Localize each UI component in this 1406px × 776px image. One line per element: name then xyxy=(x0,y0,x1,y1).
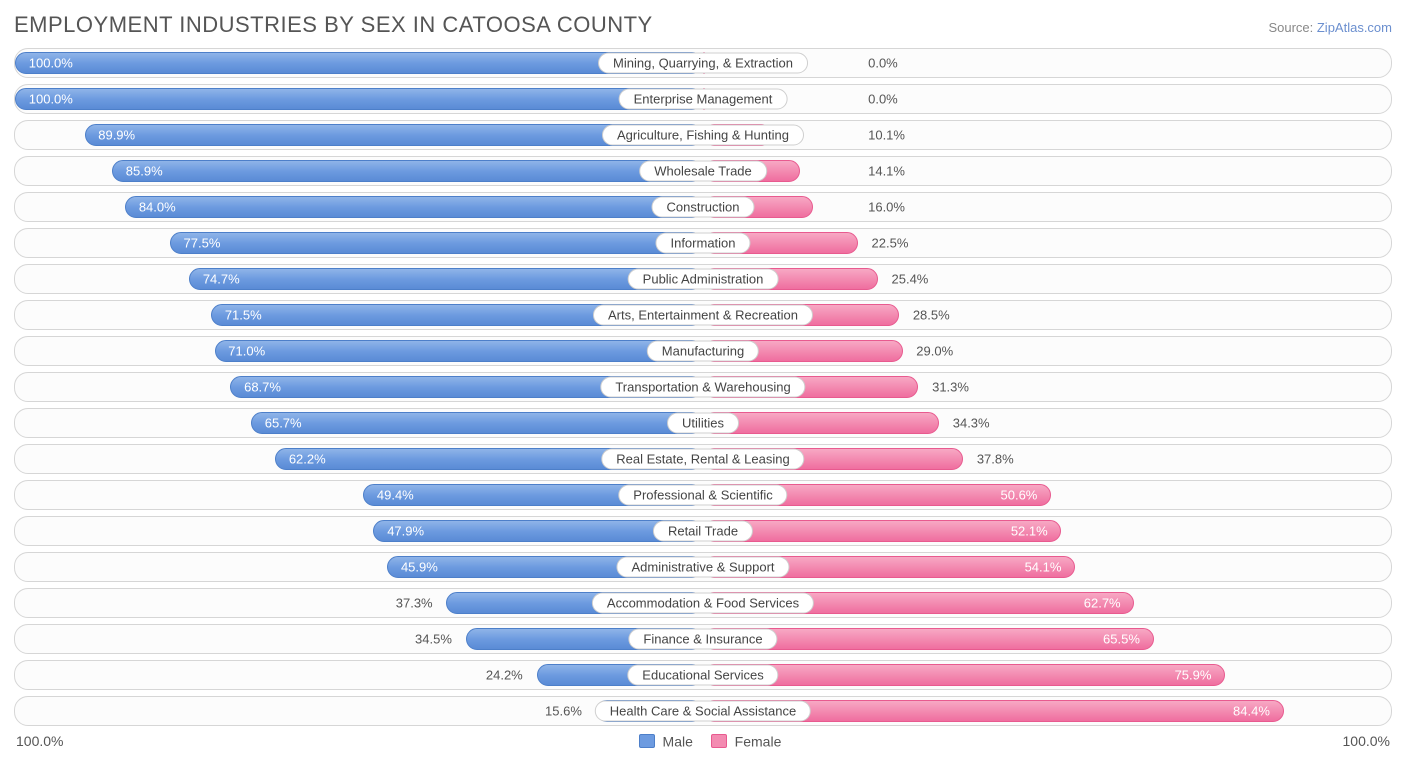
male-pct-label: 77.5% xyxy=(184,236,221,251)
bar-row: 100.0% 0.0% Enterprise Management xyxy=(14,84,1392,114)
bar-row: 62.2% 37.8% Real Estate, Rental & Leasing xyxy=(14,444,1392,474)
category-label: Retail Trade xyxy=(653,521,753,542)
male-bar xyxy=(15,88,703,110)
female-pct-label: 37.8% xyxy=(977,452,1014,467)
female-pct-label: 0.0% xyxy=(868,92,898,107)
bar-row: 74.7% 25.4% Public Administration xyxy=(14,264,1392,294)
category-label: Health Care & Social Assistance xyxy=(595,701,811,722)
category-label: Real Estate, Rental & Leasing xyxy=(601,449,804,470)
chart-header: EMPLOYMENT INDUSTRIES BY SEX IN CATOOSA … xyxy=(10,12,1396,48)
source-link: ZipAtlas.com xyxy=(1317,20,1392,35)
category-label: Public Administration xyxy=(628,269,779,290)
male-pct-label: 89.9% xyxy=(98,128,135,143)
bar-row: 68.7% 31.3% Transportation & Warehousing xyxy=(14,372,1392,402)
male-bar xyxy=(189,268,703,290)
female-pct-label: 0.0% xyxy=(868,56,898,71)
bar-row: 84.0% 16.0% Construction xyxy=(14,192,1392,222)
female-pct-label: 14.1% xyxy=(868,164,905,179)
bar-row: 71.5% 28.5% Arts, Entertainment & Recreati… xyxy=(14,300,1392,330)
category-label: Enterprise Management xyxy=(619,89,788,110)
male-pct-label: 49.4% xyxy=(377,488,414,503)
male-bar xyxy=(125,196,703,218)
male-bar xyxy=(112,160,703,182)
category-label: Finance & Insurance xyxy=(628,629,777,650)
male-pct-label: 65.7% xyxy=(265,416,302,431)
male-bar xyxy=(170,232,703,254)
female-pct-label: 22.5% xyxy=(872,236,909,251)
male-pct-label: 62.2% xyxy=(289,452,326,467)
category-label: Professional & Scientific xyxy=(618,485,787,506)
category-label: Mining, Quarrying, & Extraction xyxy=(598,53,808,74)
source-label: Source: xyxy=(1268,20,1316,35)
category-label: Accommodation & Food Services xyxy=(592,593,814,614)
female-pct-label: 28.5% xyxy=(913,308,950,323)
female-pct-label: 75.9% xyxy=(1175,668,1212,683)
bar-row: 71.0% 29.0% Manufacturing xyxy=(14,336,1392,366)
male-bar xyxy=(251,412,703,434)
male-pct-label: 24.2% xyxy=(486,668,523,683)
bar-row: 65.7% 34.3% Utilities xyxy=(14,408,1392,438)
male-pct-label: 15.6% xyxy=(545,704,582,719)
female-bar xyxy=(703,520,1061,542)
legend-swatch-male xyxy=(639,734,655,748)
female-pct-label: 31.3% xyxy=(932,380,969,395)
male-bar xyxy=(215,340,703,362)
legend: Male Female xyxy=(63,732,1342,749)
male-pct-label: 100.0% xyxy=(29,56,73,71)
female-pct-label: 16.0% xyxy=(868,200,905,215)
category-label: Educational Services xyxy=(627,665,778,686)
legend-label-female: Female xyxy=(735,733,782,749)
female-pct-label: 25.4% xyxy=(892,272,929,287)
category-label: Information xyxy=(655,233,750,254)
category-label: Agriculture, Fishing & Hunting xyxy=(602,125,804,146)
bar-row: 37.3% 62.7% Accommodation & Food Services xyxy=(14,588,1392,618)
legend-swatch-female xyxy=(711,734,727,748)
male-pct-label: 85.9% xyxy=(126,164,163,179)
bar-row: 15.6% 84.4% Health Care & Social Assistanc… xyxy=(14,696,1392,726)
male-pct-label: 100.0% xyxy=(29,92,73,107)
bar-row: 77.5% 22.5% Information xyxy=(14,228,1392,258)
male-pct-label: 71.0% xyxy=(228,344,265,359)
chart-footer: 100.0% Male Female 100.0% xyxy=(10,732,1396,749)
bar-row: 34.5% 65.5% Finance & Insurance xyxy=(14,624,1392,654)
male-pct-label: 47.9% xyxy=(387,524,424,539)
chart-title: EMPLOYMENT INDUSTRIES BY SEX IN CATOOSA … xyxy=(14,12,653,38)
bar-row: 24.2% 75.9% Educational Services xyxy=(14,660,1392,690)
category-label: Administrative & Support xyxy=(616,557,789,578)
female-pct-label: 50.6% xyxy=(1001,488,1038,503)
male-pct-label: 34.5% xyxy=(415,632,452,647)
male-pct-label: 68.7% xyxy=(244,380,281,395)
bar-row: 47.9% 52.1% Retail Trade xyxy=(14,516,1392,546)
female-pct-label: 34.3% xyxy=(953,416,990,431)
category-label: Utilities xyxy=(667,413,739,434)
bar-row: 49.4% 50.6% Professional & Scientific xyxy=(14,480,1392,510)
female-pct-label: 52.1% xyxy=(1011,524,1048,539)
male-pct-label: 37.3% xyxy=(396,596,433,611)
diverging-bar-chart: 100.0% 0.0% Mining, Quarrying, & Extractio… xyxy=(10,48,1396,726)
female-pct-label: 65.5% xyxy=(1103,632,1140,647)
female-pct-label: 84.4% xyxy=(1233,704,1270,719)
category-label: Construction xyxy=(652,197,755,218)
category-label: Transportation & Warehousing xyxy=(600,377,805,398)
axis-left-label: 100.0% xyxy=(16,733,63,749)
female-pct-label: 54.1% xyxy=(1025,560,1062,575)
male-pct-label: 74.7% xyxy=(203,272,240,287)
bar-row: 45.9% 54.1% Administrative & Support xyxy=(14,552,1392,582)
male-pct-label: 45.9% xyxy=(401,560,438,575)
bar-row: 100.0% 0.0% Mining, Quarrying, & Extractio… xyxy=(14,48,1392,78)
female-pct-label: 10.1% xyxy=(868,128,905,143)
male-pct-label: 71.5% xyxy=(225,308,262,323)
chart-source: Source: ZipAtlas.com xyxy=(1268,20,1392,35)
axis-right-label: 100.0% xyxy=(1343,733,1390,749)
category-label: Manufacturing xyxy=(647,341,759,362)
female-pct-label: 62.7% xyxy=(1084,596,1121,611)
category-label: Wholesale Trade xyxy=(639,161,767,182)
category-label: Arts, Entertainment & Recreation xyxy=(593,305,813,326)
legend-label-male: Male xyxy=(663,733,693,749)
female-pct-label: 29.0% xyxy=(916,344,953,359)
bar-row: 89.9% 10.1% Agriculture, Fishing & Hunting xyxy=(14,120,1392,150)
female-bar xyxy=(703,664,1225,686)
male-pct-label: 84.0% xyxy=(139,200,176,215)
bar-row: 85.9% 14.1% Wholesale Trade xyxy=(14,156,1392,186)
